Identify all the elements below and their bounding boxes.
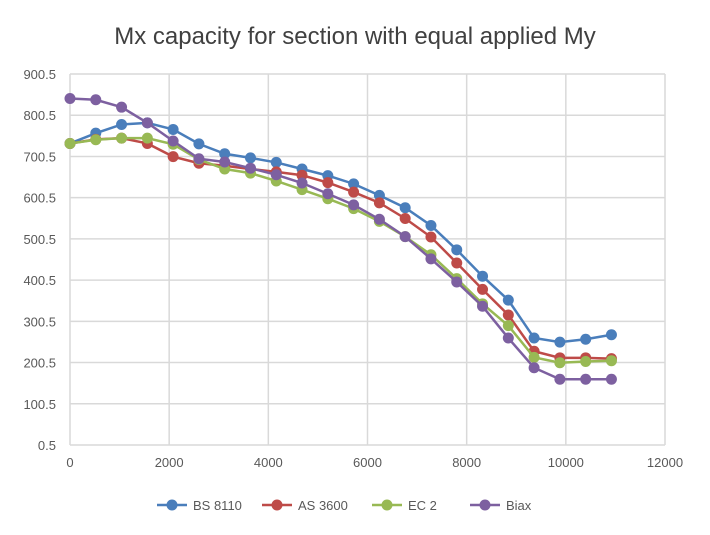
y-tick-label: 200.5 <box>23 356 56 371</box>
data-point <box>451 257 463 269</box>
data-point <box>528 351 540 363</box>
data-point <box>116 132 128 144</box>
data-point <box>399 212 411 224</box>
data-point <box>348 178 360 190</box>
data-point <box>451 276 463 288</box>
data-point <box>554 373 566 385</box>
legend-marker <box>381 499 393 511</box>
data-point <box>580 373 592 385</box>
data-point <box>477 300 489 312</box>
x-tick-label: 12000 <box>647 455 683 470</box>
data-point <box>116 101 128 113</box>
chart-title: Mx capacity for section with equal appli… <box>114 23 596 50</box>
data-point <box>399 231 411 243</box>
y-tick-label: 900.5 <box>23 67 56 82</box>
legend-marker <box>166 499 178 511</box>
data-point <box>193 153 205 165</box>
y-tick-label: 500.5 <box>23 232 56 247</box>
data-point <box>399 202 411 214</box>
data-point <box>64 93 76 105</box>
y-tick-label: 700.5 <box>23 149 56 164</box>
data-point <box>167 135 179 147</box>
series-line <box>69 136 612 360</box>
y-tick-label: 600.5 <box>23 191 56 206</box>
data-point <box>219 156 231 168</box>
data-point <box>580 356 592 368</box>
data-point <box>296 177 308 189</box>
data-point <box>373 213 385 225</box>
data-point <box>425 253 437 265</box>
data-point <box>554 336 566 348</box>
series-bs-8110 <box>64 117 617 348</box>
data-point <box>425 231 437 243</box>
legend-item: Biax <box>470 498 532 513</box>
legend-label: AS 3600 <box>298 498 348 513</box>
data-point <box>605 373 617 385</box>
data-point <box>219 148 231 160</box>
data-point <box>554 357 566 369</box>
legend-marker <box>479 499 491 511</box>
legend-item: AS 3600 <box>262 498 348 513</box>
data-point <box>528 332 540 344</box>
y-tick-label: 800.5 <box>23 108 56 123</box>
y-tick-label: 300.5 <box>23 314 56 329</box>
data-point <box>348 199 360 211</box>
data-point <box>502 320 514 332</box>
data-point <box>605 329 617 341</box>
y-tick-label: 400.5 <box>23 273 56 288</box>
series-line <box>69 136 612 365</box>
x-tick-label: 0 <box>66 455 73 470</box>
data-point <box>141 132 153 144</box>
x-tick-label: 6000 <box>353 455 382 470</box>
data-point <box>477 283 489 295</box>
data-point <box>296 169 308 181</box>
legend-label: BS 8110 <box>193 498 242 513</box>
data-point <box>244 152 256 164</box>
data-point <box>580 333 592 345</box>
series-line <box>69 97 612 381</box>
series-line <box>69 121 612 344</box>
x-tick-label: 10000 <box>548 455 584 470</box>
data-point <box>502 309 514 321</box>
data-point <box>193 138 205 150</box>
y-tick-label: 0.5 <box>38 438 56 453</box>
data-point <box>502 332 514 344</box>
data-point <box>348 186 360 198</box>
legend-label: EC 2 <box>408 498 437 513</box>
x-tick-label: 8000 <box>452 455 481 470</box>
data-point <box>244 162 256 174</box>
data-point <box>141 117 153 129</box>
legend-item: BS 8110 <box>157 498 242 513</box>
data-point <box>64 137 76 149</box>
data-point <box>167 151 179 163</box>
data-point <box>322 177 334 189</box>
data-point <box>502 294 514 306</box>
data-point <box>322 188 334 200</box>
data-point <box>90 94 102 106</box>
data-point <box>477 270 489 282</box>
legend-item: EC 2 <box>372 498 437 513</box>
legend-label: Biax <box>506 498 532 513</box>
data-point <box>270 169 282 181</box>
data-point <box>425 219 437 231</box>
series-biax <box>64 93 617 385</box>
data-point <box>270 156 282 168</box>
data-point <box>528 362 540 374</box>
data-point <box>167 123 179 135</box>
x-tick-label: 4000 <box>254 455 283 470</box>
data-point <box>451 244 463 256</box>
data-point <box>373 197 385 209</box>
y-tick-label: 100.5 <box>23 397 56 412</box>
data-point <box>90 134 102 146</box>
data-point <box>116 118 128 130</box>
series-as-3600 <box>64 132 617 365</box>
legend-marker <box>271 499 283 511</box>
data-point <box>605 355 617 367</box>
x-tick-label: 2000 <box>155 455 184 470</box>
